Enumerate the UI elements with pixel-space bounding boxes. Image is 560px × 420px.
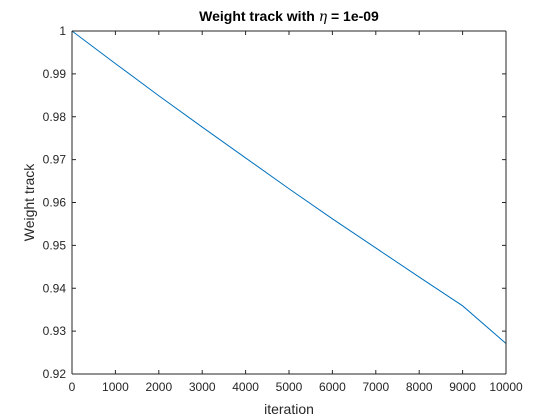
series-layer — [71, 30, 507, 344]
x-tick-label: 2000 — [145, 380, 172, 394]
chart-title-suffix: = 1e-09 — [327, 8, 379, 24]
y-axis-label: Weight track — [21, 163, 37, 242]
series-line-0 — [71, 30, 507, 344]
x-tick-label: 6000 — [319, 380, 346, 394]
x-tick-label: 4000 — [232, 380, 259, 394]
y-tick-label: 0.93 — [43, 324, 67, 338]
chart-title-symbol: η — [319, 9, 328, 25]
x-tick-label: 1000 — [102, 380, 129, 394]
x-axis-label: iteration — [264, 401, 314, 417]
y-tick-label: 0.96 — [43, 196, 67, 210]
y-tick-label: 0.99 — [43, 67, 67, 81]
x-tick-label: 3000 — [189, 380, 216, 394]
chart-title: Weight track with η = 1e-09 — [199, 8, 379, 25]
y-tick-label: 0.95 — [43, 238, 67, 252]
y-tick-label: 1 — [59, 24, 66, 38]
y-tick-label: 0.98 — [43, 110, 67, 124]
chart-title-prefix: Weight track with — [199, 8, 319, 24]
x-tick-label: 10000 — [489, 380, 523, 394]
x-tick-label: 0 — [69, 380, 76, 394]
x-tick-label: 8000 — [406, 380, 433, 394]
x-tick-label: 7000 — [362, 380, 389, 394]
y-tick-label: 0.94 — [43, 281, 67, 295]
y-tick-label: 0.97 — [43, 153, 67, 167]
x-tick-label: 5000 — [276, 380, 303, 394]
y-axis-ticks: 0.92 0.93 0.94 0.95 0.96 0.97 0.98 0.99 1 — [43, 24, 506, 381]
plot-area — [72, 31, 506, 374]
x-axis-ticks: 0 1000 2000 3000 4000 5000 6000 7000 8000 9000 100… — [69, 31, 523, 394]
x-tick-label: 9000 — [449, 380, 476, 394]
y-tick-label: 0.92 — [43, 367, 67, 381]
